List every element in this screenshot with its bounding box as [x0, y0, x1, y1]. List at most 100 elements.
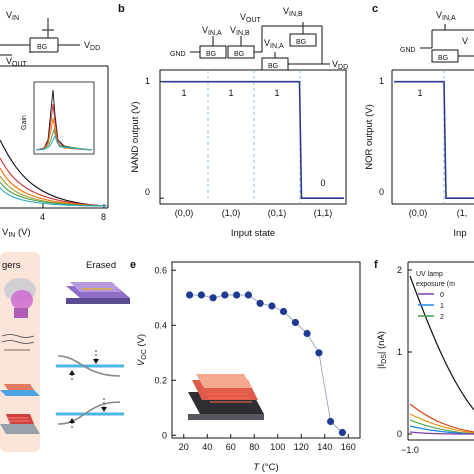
panel-c-xtick-10: (1,: [457, 208, 468, 218]
panel-b-vinb-label: VIN,B: [230, 25, 250, 37]
panel-e-data-points: [186, 291, 346, 437]
panel-f-label: f: [374, 259, 378, 271]
panel-a-vdd-label: VDD: [84, 40, 100, 52]
panel-b-label: b: [118, 3, 125, 15]
panel-b-xtick-10: (1,0): [222, 208, 241, 218]
panel-a: VIN BG VOUT VDD 4 8 VIN (V) Gain: [0, 10, 109, 239]
panel-f-legend-title-1: UV lamp: [416, 271, 443, 278]
panel-c-state-1: 1: [417, 88, 422, 98]
panel-c-ytick-0: 0: [379, 187, 384, 197]
panel-d-title: gers: [2, 260, 21, 271]
panel-a-bg-label: BG: [37, 44, 47, 51]
panel-c-bg-label: BG: [438, 55, 448, 62]
panel-e-axis-ticks: 20 40 60 80 100 120 140 160 0 0.2 0.4 0.6: [154, 265, 355, 452]
panel-e-data-point: [338, 428, 346, 437]
panel-b-vdd-label: VDD: [332, 59, 348, 71]
panel-e-xtick-label: 160: [341, 442, 356, 452]
panel-b-state-3: 1: [274, 88, 279, 98]
panel-b-xtick-00: (0,0): [175, 208, 194, 218]
panel-e-data-point: [291, 318, 299, 327]
panel-b-xtick-11: (1,1): [314, 208, 333, 218]
panel-e-data-point: [233, 291, 241, 299]
panel-f-curve-red: [409, 403, 474, 433]
panel-b-ylabel: NAND output (V): [130, 101, 141, 172]
panel-e-data-point: [209, 294, 217, 302]
panel-f-yticks-marks: [408, 269, 412, 435]
panel-d-device-2: [1, 334, 35, 351]
panel-f-plot: 0 1 2 −1.0 |IDS| (nA) UV lamp exposure (…: [376, 261, 474, 455]
panel-a-curve-2: [0, 157, 109, 207]
panel-e-data-point: [256, 299, 264, 307]
panel-f-ytick-0: 0: [397, 429, 402, 439]
panel-a-xtick-8: 8: [101, 212, 106, 222]
panel-c-xlabel: Inp: [453, 228, 466, 239]
panel-d-erased-device: [66, 282, 130, 304]
panel-e-xtick-label: 140: [317, 442, 332, 452]
panel-a-xtick-4: 4: [40, 212, 45, 222]
panel-b-ticks: [160, 81, 164, 199]
panel-e-data-point: [186, 291, 194, 299]
panel-c-ylabel: NOR output (V): [364, 104, 375, 169]
panel-e-xtick-label: 40: [202, 442, 212, 452]
panel-b-bg-label-1: BG: [206, 51, 216, 58]
panel-a-inset: Gain: [21, 81, 95, 155]
panel-e-xtick-label: 60: [226, 442, 236, 452]
panel-a-inset-curve-5: [35, 134, 93, 151]
panel-b-circuit: GND VIN,A VIN,B VOUT VIN,B VIN,A BG BG B…: [170, 6, 348, 71]
panel-a-curve-6: [0, 187, 109, 207]
panel-f-curve-black: [409, 275, 474, 411]
panel-b-vina-right-label: VIN,A: [264, 38, 284, 50]
panel-a-axes: [0, 65, 109, 209]
panel-e-data-point: [197, 291, 205, 299]
panel-b-dividers: [207, 70, 301, 204]
panel-b-bg-label-4: BG: [296, 39, 306, 46]
panel-c-ytick-1: 1: [379, 76, 384, 86]
panel-d-device-1: [4, 278, 36, 318]
panel-b-output-trace: [162, 80, 344, 199]
panel-e-xtick-label: 120: [294, 442, 309, 452]
panel-e-xtick-label: 80: [249, 442, 259, 452]
panel-e-ytick-label: 0.4: [154, 320, 167, 330]
panel-b-ytick-0: 0: [145, 187, 150, 197]
panel-e-xtick-label: 20: [179, 442, 189, 452]
panel-f-ylabel: |IDS| (nA): [376, 331, 388, 369]
panel-f-legend-label: 2: [440, 314, 444, 321]
panel-e-data-point: [268, 302, 276, 310]
panel-e-ytick-label: 0: [162, 430, 167, 440]
panel-c-vina-label: VIN,A: [436, 10, 456, 22]
panel-e-plot: 20 40 60 80 100 120 140 160 0 0.2 0.4 0.6 VOC (V) T…: [136, 261, 361, 473]
panel-f-ytick-1: 1: [397, 347, 402, 357]
panel-f-legend-title-2: exposure (m: [416, 281, 455, 288]
panel-c-vinb-label: V: [462, 36, 468, 46]
panel-a-vin-label: VIN: [6, 10, 19, 22]
panel-a-circuit: [0, 18, 80, 56]
panel-b-gnd-label: GND: [170, 51, 186, 58]
panel-f-curve-purple: [409, 431, 474, 435]
panel-f-curve-orange: [409, 413, 474, 434]
panel-b-xlabel: Input state: [231, 228, 275, 239]
panel-f-legend-label: 1: [440, 303, 444, 310]
panel-b-ytick-1: 1: [145, 76, 150, 86]
panel-c-circuit: GND VIN,A V BG: [400, 10, 474, 63]
panel-e-ytick-label: 0.2: [154, 375, 167, 385]
panel-e-frame: [171, 261, 361, 439]
panel-e-xlabel: T (°C): [253, 462, 278, 473]
panel-a-vout-label: VOUT: [6, 56, 28, 68]
panel-b-state-1: 1: [181, 88, 186, 98]
panel-b-bg-label-3: BG: [268, 63, 278, 70]
panel-b-vina-label: VIN,A: [202, 25, 222, 37]
panel-e-data-point: [303, 329, 311, 338]
panel-c-plot: 1 0 NOR output (V) 1 (0,0) (1, Inp: [364, 69, 474, 239]
panel-c-xtick-00: (0,0): [409, 208, 428, 218]
panel-f-ytick-2: 2: [397, 265, 402, 275]
panel-a-inset-curve-2: [35, 103, 93, 151]
panel-c-output-trace: [394, 80, 474, 199]
panel-e-device-inset: [188, 374, 264, 420]
panel-a-curves: [0, 139, 109, 207]
panel-d-erased-label: Erased: [86, 260, 116, 271]
panel-b-xtick-01: (0,1): [268, 208, 287, 218]
panel-d-device-3: [0, 384, 40, 396]
panel-e-data-point: [221, 291, 229, 299]
panel-e-label: e: [130, 259, 136, 271]
